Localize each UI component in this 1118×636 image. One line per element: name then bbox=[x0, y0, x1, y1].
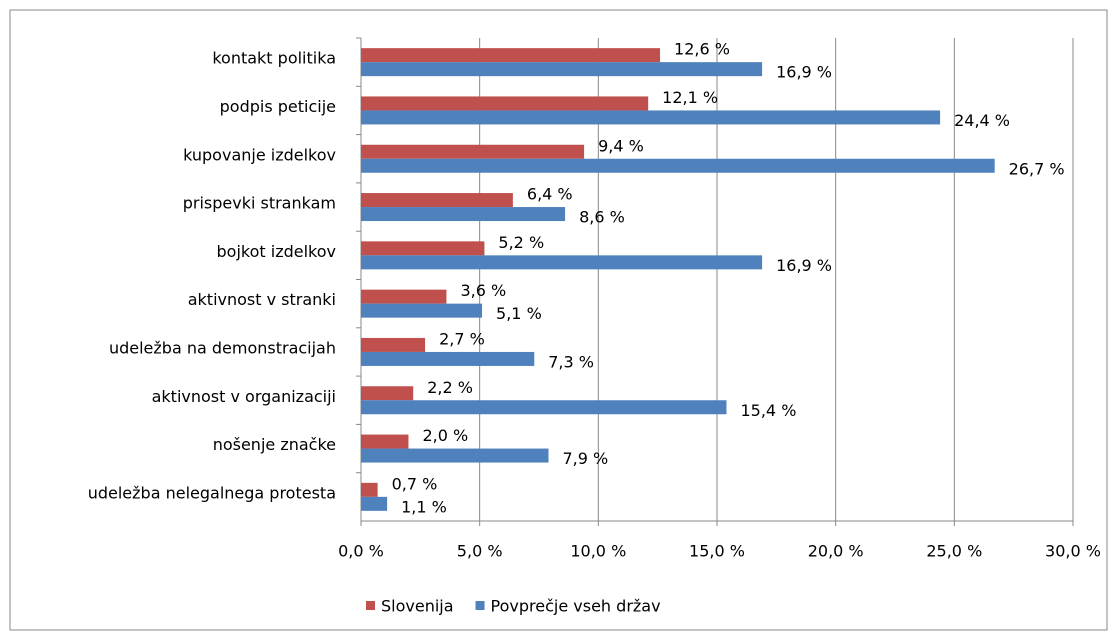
bar bbox=[361, 303, 483, 318]
bar bbox=[361, 289, 447, 304]
data-label: 3,6 % bbox=[460, 281, 506, 300]
data-label: 26,7 % bbox=[1009, 159, 1065, 178]
bar bbox=[361, 400, 727, 415]
bar bbox=[361, 96, 649, 111]
y-tick-label: prispevki strankam bbox=[183, 194, 336, 213]
bar bbox=[361, 144, 585, 159]
data-label: 2,0 % bbox=[422, 426, 468, 445]
data-label: 7,3 % bbox=[548, 352, 594, 371]
data-label: 7,9 % bbox=[562, 449, 608, 468]
data-label: 8,6 % bbox=[579, 208, 625, 227]
y-tick-label: aktivnost v stranki bbox=[188, 290, 336, 309]
x-tick-label: 10,0 % bbox=[570, 542, 626, 561]
x-tick-label: 30,0 % bbox=[1045, 542, 1101, 561]
y-tick-label: aktivnost v organizaciji bbox=[152, 387, 336, 406]
bar bbox=[361, 110, 941, 125]
bar bbox=[361, 337, 426, 352]
bar bbox=[361, 207, 566, 222]
data-label: 12,6 % bbox=[674, 40, 730, 59]
data-label: 15,4 % bbox=[740, 401, 796, 420]
bar bbox=[361, 482, 378, 497]
data-label: 0,7 % bbox=[392, 474, 438, 493]
data-label: 2,7 % bbox=[439, 329, 485, 348]
y-tick-label: udeležba na demonstracijah bbox=[109, 338, 336, 357]
x-tick-label: 15,0 % bbox=[689, 542, 745, 561]
y-tick-label: nošenje značke bbox=[213, 435, 336, 454]
bar bbox=[361, 434, 409, 449]
bar bbox=[361, 193, 513, 208]
y-tick-label: podpis peticije bbox=[220, 97, 336, 116]
bar bbox=[361, 255, 763, 270]
y-tick-label: bojkot izdelkov bbox=[217, 242, 336, 261]
y-tick-label: kontakt politika bbox=[212, 49, 336, 68]
y-tick-label: udeležba nelegalnega protesta bbox=[88, 483, 336, 502]
data-label: 5,2 % bbox=[498, 233, 544, 252]
legend-swatch bbox=[366, 601, 375, 610]
x-tick-label: 0,0 % bbox=[338, 542, 384, 561]
data-label: 16,9 % bbox=[776, 256, 832, 275]
x-tick-label: 25,0 % bbox=[926, 542, 982, 561]
bar bbox=[361, 496, 388, 511]
data-label: 5,1 % bbox=[496, 304, 542, 323]
legend-label: Slovenija bbox=[381, 597, 454, 616]
data-label: 16,9 % bbox=[776, 63, 832, 82]
data-label: 6,4 % bbox=[527, 185, 573, 204]
bar bbox=[361, 48, 661, 63]
x-tick-label: 20,0 % bbox=[808, 542, 864, 561]
x-tick-label: 5,0 % bbox=[457, 542, 503, 561]
legend-label: Povprečje vseh držav bbox=[491, 597, 661, 616]
data-label: 1,1 % bbox=[401, 497, 447, 516]
data-label: 9,4 % bbox=[598, 136, 644, 155]
legend-swatch bbox=[475, 601, 485, 610]
bar bbox=[361, 386, 414, 401]
data-label: 2,2 % bbox=[427, 378, 473, 397]
y-tick-label: kupovanje izdelkov bbox=[183, 145, 336, 164]
bar bbox=[361, 351, 535, 366]
bar bbox=[361, 448, 549, 463]
bar bbox=[361, 62, 763, 77]
bar bbox=[361, 158, 995, 173]
data-label: 24,4 % bbox=[954, 111, 1010, 130]
data-label: 12,1 % bbox=[662, 88, 718, 107]
bar bbox=[361, 241, 485, 256]
